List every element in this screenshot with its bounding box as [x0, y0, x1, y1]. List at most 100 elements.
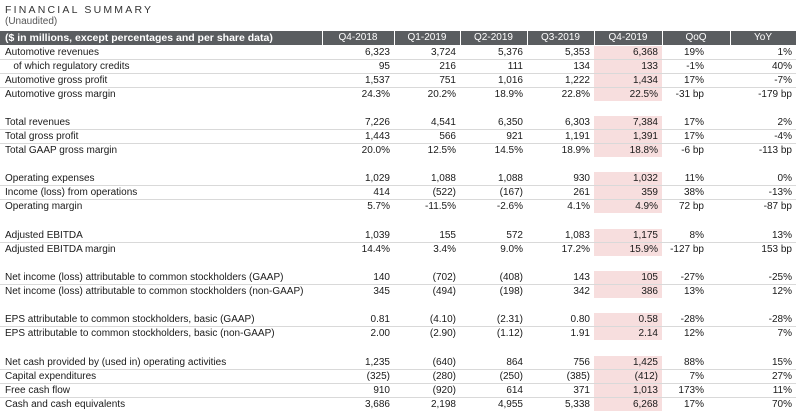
cell-q4-2018: 5.7% — [367, 201, 390, 212]
row-label: Income (loss) from operations — [5, 187, 138, 198]
cell-q1-2019: (640) — [432, 357, 456, 368]
cell-q4-2018: 1,039 — [364, 230, 390, 241]
current-quarter-highlight — [594, 384, 662, 397]
cell-q4-2019: 18.8% — [629, 145, 658, 156]
cell-q4-2019: 1,434 — [632, 75, 658, 86]
cell-yoy: 27% — [771, 371, 792, 382]
row-label: Automotive gross profit — [5, 75, 108, 86]
cell-yoy: 40% — [771, 61, 792, 72]
cell-q2-2019: (1.12) — [496, 328, 523, 339]
cell-qoq: -1% — [686, 61, 704, 72]
row-label: Free cash flow — [5, 385, 71, 396]
cell-yoy: -25% — [768, 272, 792, 283]
table-row: Operating expenses 1,029 1,088 1,088 930 1,03… — [0, 172, 796, 185]
cell-yoy: 12% — [771, 286, 792, 297]
cell-q4-2019: 7,384 — [632, 117, 658, 128]
cell-q1-2019: 566 — [439, 131, 456, 142]
cell-q3-2019: 756 — [573, 357, 590, 368]
cell-q2-2019: (167) — [499, 187, 523, 198]
current-quarter-highlight — [594, 327, 662, 340]
cell-qoq: -27% — [680, 272, 704, 283]
row-label: Automotive revenues — [5, 47, 99, 58]
cell-q4-2018: 140 — [373, 272, 390, 283]
cell-q2-2019: 18.9% — [494, 89, 523, 100]
cell-q3-2019: 6,303 — [564, 117, 590, 128]
cell-q2-2019: 111 — [507, 61, 523, 72]
current-quarter-highlight — [594, 313, 662, 326]
table-row: Net income (loss) attributable to common… — [0, 271, 796, 284]
table-header: ($ in millions, except percentages and p… — [0, 31, 796, 45]
cell-q4-2019: 359 — [641, 187, 658, 198]
header-label: ($ in millions, except percentages and p… — [5, 32, 273, 44]
cell-yoy: 11% — [772, 385, 792, 396]
cell-q4-2019: (412) — [634, 371, 658, 382]
cell-q4-2019: 1,391 — [632, 131, 658, 142]
table-row: EPS attributable to common stockholders,… — [0, 327, 796, 340]
row-separator — [0, 87, 796, 88]
cell-q1-2019: 12.5% — [427, 145, 456, 156]
table-row: Total gross profit 1,443 566 921 1,191 1,391 1… — [0, 130, 796, 143]
cell-q4-2019: 105 — [641, 272, 658, 283]
cell-q4-2018: 95 — [378, 61, 390, 72]
cell-yoy: -4% — [774, 131, 792, 142]
cell-q1-2019: (280) — [432, 371, 456, 382]
cell-q3-2019: 1,191 — [564, 131, 590, 142]
cell-qoq: 17% — [683, 131, 704, 142]
cell-qoq: 19% — [683, 47, 704, 58]
current-quarter-highlight — [594, 285, 662, 298]
row-label: Net income (loss) attributable to common… — [5, 286, 304, 297]
header-divider — [662, 31, 663, 45]
table-row: Total revenues 7,226 4,541 6,350 6,303 7,384 1… — [0, 116, 796, 129]
cell-q4-2018: 1,443 — [364, 131, 390, 142]
cell-yoy: 153 bp — [761, 244, 792, 255]
row-separator — [0, 383, 796, 384]
row-label: Adjusted EBITDA — [5, 230, 83, 241]
table-row: Income (loss) from operations 414 (522) (16… — [0, 186, 796, 199]
header-divider — [460, 31, 461, 45]
cell-q1-2019: -11.5% — [425, 201, 456, 212]
current-quarter-highlight — [594, 74, 662, 87]
cell-q4-2018: 1,537 — [364, 75, 390, 86]
cell-q4-2018: 1,029 — [364, 173, 390, 184]
row-label: Cash and cash equivalents — [5, 399, 126, 410]
cell-q4-2019: 4.9% — [635, 201, 658, 212]
cell-yoy: 70% — [771, 399, 792, 410]
cell-qoq: 8% — [689, 230, 704, 241]
cell-q2-2019: 14.5% — [494, 145, 523, 156]
cell-q3-2019: 143 — [573, 272, 590, 283]
current-quarter-highlight — [594, 243, 662, 256]
cell-q1-2019: (4.10) — [429, 314, 456, 325]
current-quarter-highlight — [594, 88, 662, 101]
table-row: Free cash flow 910 (920) 614 371 1,013 173% 11% — [0, 384, 796, 397]
cell-q1-2019: (920) — [432, 385, 456, 396]
current-quarter-highlight — [594, 200, 662, 213]
current-quarter-highlight — [594, 46, 662, 59]
cell-q2-2019: 6,350 — [497, 117, 523, 128]
row-label: Automotive gross margin — [5, 89, 116, 100]
cell-q2-2019: 572 — [506, 230, 523, 241]
cell-qoq: 38% — [683, 187, 704, 198]
cell-yoy: -13% — [768, 187, 792, 198]
cell-q3-2019: 5,353 — [564, 47, 590, 58]
cell-q3-2019: 22.8% — [561, 89, 590, 100]
row-label: Operating margin — [5, 201, 83, 212]
cell-q2-2019: (2.31) — [496, 314, 523, 325]
header-col-yoy: YoY — [754, 32, 772, 43]
cell-q4-2019: 2.14 — [638, 328, 658, 339]
cell-q1-2019: 751 — [439, 75, 456, 86]
row-separator — [0, 397, 796, 398]
cell-q4-2018: 910 — [373, 385, 390, 396]
cell-qoq: 72 bp — [678, 201, 704, 212]
cell-q1-2019: (2.90) — [429, 328, 456, 339]
cell-q2-2019: (408) — [499, 272, 523, 283]
cell-q2-2019: (198) — [499, 286, 523, 297]
cell-q2-2019: 614 — [506, 385, 523, 396]
cell-q3-2019: 0.80 — [570, 314, 590, 325]
cell-q1-2019: 20.2% — [427, 89, 456, 100]
cell-q1-2019: (494) — [432, 286, 456, 297]
cell-yoy: 0% — [777, 173, 792, 184]
header-col-q3-2019: Q3-2019 — [541, 32, 580, 43]
table-row: Net income (loss) attributable to common… — [0, 285, 796, 298]
table-row: Adjusted EBITDA 1,039 155 572 1,083 1,175 8% 13… — [0, 229, 796, 242]
table-row: Operating margin 5.7% -11.5% -2.6% 4.1% 4.9% 7… — [0, 200, 796, 213]
